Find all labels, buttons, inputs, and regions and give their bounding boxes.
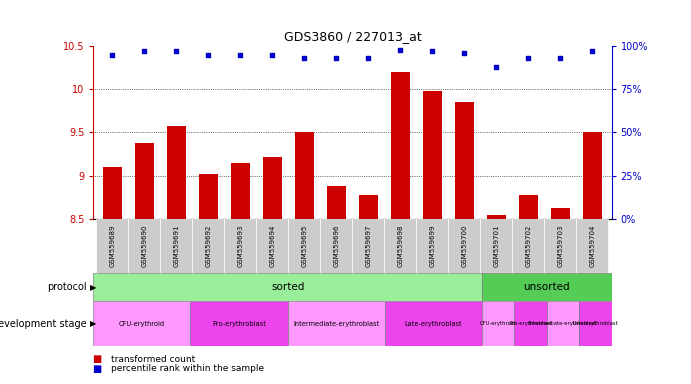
Bar xyxy=(482,301,514,346)
Bar xyxy=(97,219,129,273)
Bar xyxy=(256,219,288,273)
Bar xyxy=(519,195,538,384)
Bar xyxy=(551,208,570,384)
Bar xyxy=(448,219,480,273)
Bar xyxy=(199,174,218,384)
Bar xyxy=(135,143,154,384)
Text: GSM559700: GSM559700 xyxy=(462,224,467,267)
Text: development stage: development stage xyxy=(0,318,86,329)
Text: GSM559702: GSM559702 xyxy=(525,224,531,266)
Bar xyxy=(512,219,545,273)
Point xyxy=(171,48,182,55)
Text: ▶: ▶ xyxy=(90,319,96,328)
Bar xyxy=(231,163,250,384)
Bar xyxy=(287,301,385,346)
Bar xyxy=(359,195,378,384)
Bar xyxy=(129,219,160,273)
Bar xyxy=(545,219,576,273)
Point xyxy=(363,55,374,61)
Bar xyxy=(295,132,314,384)
Text: sorted: sorted xyxy=(271,282,304,292)
Bar xyxy=(583,132,602,384)
Bar xyxy=(579,301,612,346)
Bar xyxy=(93,273,482,301)
Point xyxy=(107,51,118,58)
Bar xyxy=(191,301,287,346)
Text: GSM559693: GSM559693 xyxy=(238,224,243,267)
Point xyxy=(235,51,246,58)
Text: Late-erythroblast: Late-erythroblast xyxy=(404,321,462,326)
Text: unsorted: unsorted xyxy=(524,282,570,292)
Text: Intermediate-erythroblast: Intermediate-erythroblast xyxy=(293,321,379,326)
Title: GDS3860 / 227013_at: GDS3860 / 227013_at xyxy=(283,30,422,43)
Point xyxy=(267,51,278,58)
Point xyxy=(555,55,566,61)
Bar xyxy=(160,219,193,273)
Text: GSM559691: GSM559691 xyxy=(173,224,180,267)
Bar xyxy=(384,219,417,273)
Text: GSM559698: GSM559698 xyxy=(397,224,404,267)
Bar xyxy=(263,157,282,384)
Bar xyxy=(455,102,474,384)
Bar xyxy=(423,91,442,384)
Text: CFU-erythroid: CFU-erythroid xyxy=(119,321,165,326)
Text: Intermediate-erythroblast: Intermediate-erythroblast xyxy=(529,321,597,326)
Bar xyxy=(352,219,384,273)
Bar xyxy=(576,219,608,273)
Text: GSM559703: GSM559703 xyxy=(558,224,563,267)
Text: Pro-erythroblast: Pro-erythroblast xyxy=(509,321,552,326)
Text: protocol: protocol xyxy=(47,282,86,292)
Text: Pro-erythroblast: Pro-erythroblast xyxy=(212,321,266,326)
Text: percentile rank within the sample: percentile rank within the sample xyxy=(111,364,264,373)
Point xyxy=(459,50,470,56)
Bar xyxy=(480,219,512,273)
Bar xyxy=(385,301,482,346)
Text: GSM559692: GSM559692 xyxy=(205,224,211,266)
Point xyxy=(331,55,342,61)
Text: CFU-erythroid: CFU-erythroid xyxy=(480,321,516,326)
Point xyxy=(203,51,214,58)
Bar xyxy=(391,72,410,384)
Point xyxy=(491,64,502,70)
Point xyxy=(299,55,310,61)
Text: transformed count: transformed count xyxy=(111,354,195,364)
Text: GSM559694: GSM559694 xyxy=(269,224,276,266)
Text: GSM559701: GSM559701 xyxy=(493,224,500,267)
Bar xyxy=(514,301,547,346)
Text: ■: ■ xyxy=(93,354,106,364)
Text: GSM559697: GSM559697 xyxy=(366,224,371,267)
Bar xyxy=(225,219,256,273)
Text: GSM559704: GSM559704 xyxy=(589,224,596,266)
Bar xyxy=(93,301,191,346)
Bar xyxy=(486,215,506,384)
Bar xyxy=(103,167,122,384)
Bar xyxy=(327,186,346,384)
Bar xyxy=(167,126,186,384)
Bar xyxy=(321,219,352,273)
Bar xyxy=(193,219,225,273)
Text: GSM559696: GSM559696 xyxy=(334,224,339,267)
Point xyxy=(395,46,406,53)
Bar xyxy=(417,219,448,273)
Bar xyxy=(288,219,321,273)
Text: ■: ■ xyxy=(93,364,106,374)
Text: GSM559695: GSM559695 xyxy=(301,224,307,266)
Bar xyxy=(482,273,612,301)
Point xyxy=(139,48,150,55)
Text: GSM559699: GSM559699 xyxy=(429,224,435,267)
Bar xyxy=(547,301,579,346)
Point xyxy=(427,48,438,55)
Text: ▶: ▶ xyxy=(90,283,96,291)
Text: GSM559690: GSM559690 xyxy=(142,224,147,267)
Point xyxy=(587,48,598,55)
Point xyxy=(523,55,534,61)
Text: Late-erythroblast: Late-erythroblast xyxy=(572,321,618,326)
Text: GSM559689: GSM559689 xyxy=(109,224,115,267)
